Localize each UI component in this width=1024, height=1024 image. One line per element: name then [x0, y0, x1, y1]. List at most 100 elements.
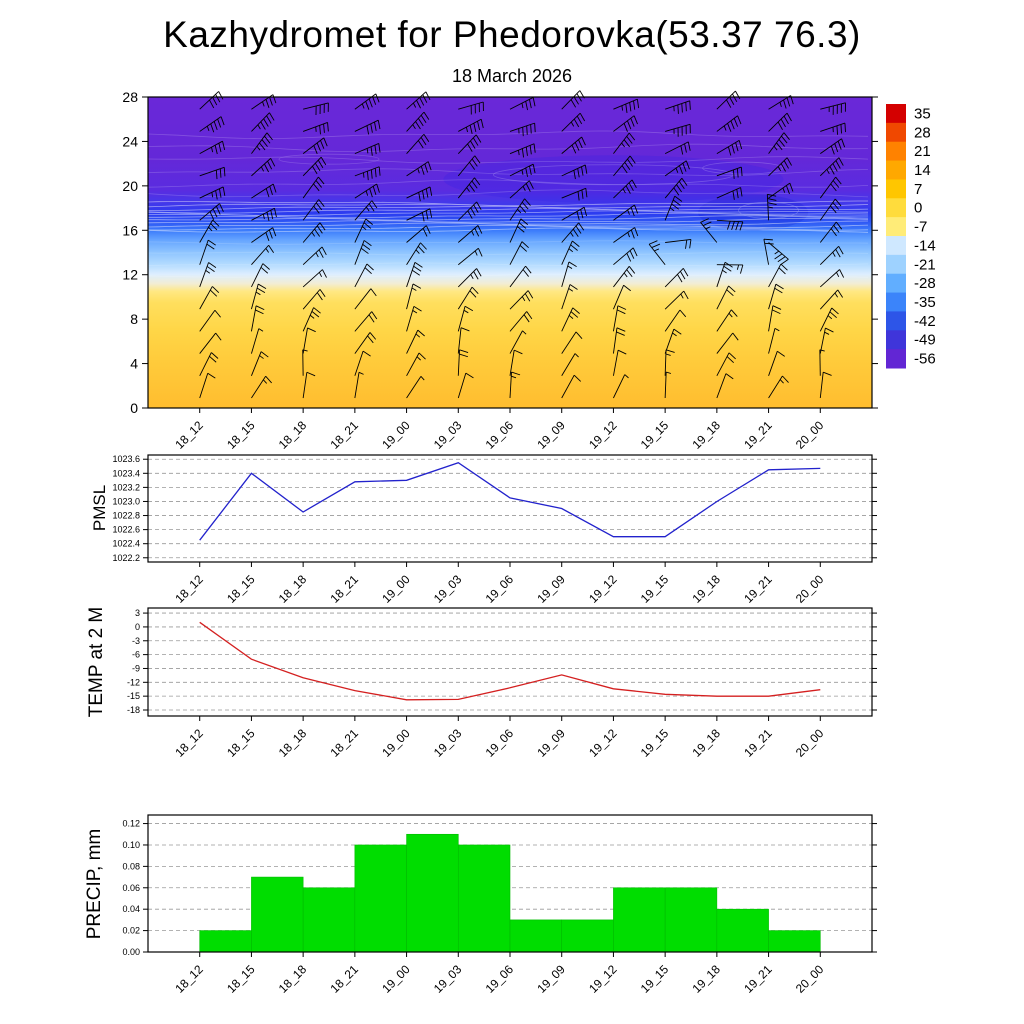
svg-text:18_12: 18_12	[172, 726, 206, 760]
svg-text:19_18: 19_18	[689, 726, 723, 760]
svg-text:18_15: 18_15	[224, 418, 258, 452]
svg-text:0.00: 0.00	[122, 947, 140, 957]
svg-text:18_21: 18_21	[327, 962, 361, 996]
svg-text:19_18: 19_18	[689, 572, 723, 606]
temp-panel-line	[199, 621, 821, 701]
precip-bar	[406, 833, 459, 953]
svg-text:19_12: 19_12	[586, 418, 620, 452]
svg-text:0.04: 0.04	[122, 904, 140, 914]
svg-text:-9: -9	[132, 663, 140, 673]
svg-text:18_12: 18_12	[172, 962, 206, 996]
colorbar-tick-label: 7	[914, 181, 922, 198]
svg-text:18_21: 18_21	[327, 726, 361, 760]
svg-text:19_00: 19_00	[379, 572, 413, 606]
contour-lines	[147, 130, 869, 278]
svg-text:19_15: 19_15	[638, 726, 672, 760]
svg-text:19_09: 19_09	[534, 726, 568, 760]
svg-text:19_00: 19_00	[379, 418, 413, 452]
colorbar-tick-label: -42	[914, 313, 936, 330]
colorbar-tick-label: -21	[914, 256, 936, 273]
svg-text:0.02: 0.02	[122, 926, 140, 936]
svg-text:18_18: 18_18	[276, 418, 310, 452]
svg-text:19_03: 19_03	[431, 572, 465, 606]
svg-text:1023.0: 1023.0	[112, 496, 140, 506]
colorbar-tick-label: 14	[914, 162, 931, 179]
svg-text:18_21: 18_21	[327, 418, 361, 452]
svg-text:18_12: 18_12	[172, 418, 206, 452]
precip-bar	[457, 844, 511, 953]
svg-text:19_03: 19_03	[431, 418, 465, 452]
precip-bar	[716, 908, 769, 953]
svg-text:20_00: 20_00	[793, 572, 827, 606]
svg-text:19_21: 19_21	[741, 726, 775, 760]
svg-text:18_15: 18_15	[224, 572, 258, 606]
svg-text:19_12: 19_12	[586, 726, 620, 760]
precip-bar	[509, 919, 563, 953]
colorbar-tick-label: 21	[914, 143, 931, 160]
svg-text:20_00: 20_00	[793, 962, 827, 996]
svg-text:4: 4	[130, 356, 138, 372]
svg-text:1023.2: 1023.2	[112, 482, 140, 492]
svg-text:18_18: 18_18	[276, 962, 310, 996]
temp-panel: 3 0 -3 -6 -9 -12 -15 -18 18_12 18_15 18_18 18_21 19_…	[127, 607, 877, 760]
x-axis-labels: 18_12 18_15 18_18 18_21 19_00 19_03 19_06 19_09…	[172, 562, 827, 606]
svg-text:-15: -15	[127, 691, 140, 701]
svg-text:19_12: 19_12	[586, 572, 620, 606]
svg-text:19_00: 19_00	[379, 726, 413, 760]
x-axis-labels: 18_12 18_15 18_18 18_21 19_00 19_03 19_06 19_09…	[172, 952, 827, 996]
svg-text:19_21: 19_21	[741, 418, 775, 452]
page-title: Kazhydromet for Phedorovka(53.37 76.3)	[163, 14, 861, 55]
x-axis-labels: 18_12 18_15 18_18 18_21 19_00 19_03 19_06 19_09…	[172, 408, 827, 452]
svg-text:0.10: 0.10	[122, 840, 140, 850]
svg-text:0.08: 0.08	[122, 861, 140, 871]
pmsl-panel-line	[199, 461, 821, 541]
precip-bar	[561, 919, 614, 953]
svg-text:19_03: 19_03	[431, 962, 465, 996]
precip-bar	[768, 930, 821, 953]
x-axis-labels: 18_12 18_15 18_18 18_21 19_00 19_03 19_06 19_09…	[172, 716, 827, 760]
svg-text:18_15: 18_15	[224, 962, 258, 996]
svg-text:8: 8	[130, 311, 138, 327]
svg-text:19_03: 19_03	[431, 726, 465, 760]
colorbar-tick-label: -35	[914, 294, 936, 311]
colorbar-tick-label: -28	[914, 275, 936, 292]
precip-bar	[251, 876, 304, 953]
svg-text:19_21: 19_21	[741, 962, 775, 996]
precip-bar	[613, 887, 666, 953]
svg-text:19_06: 19_06	[483, 418, 517, 452]
svg-text:18_18: 18_18	[276, 572, 310, 606]
svg-text:18_15: 18_15	[224, 726, 258, 760]
precip-bar	[664, 887, 718, 953]
svg-text:19_06: 19_06	[483, 962, 517, 996]
colorbar: 35 28 21 14 7 0 -7-14 -21 -28 -35 -42 -49 -56	[886, 104, 936, 369]
svg-text:0.06: 0.06	[122, 883, 140, 893]
svg-text:-12: -12	[127, 677, 140, 687]
svg-text:0.12: 0.12	[122, 819, 140, 829]
svg-text:19_09: 19_09	[534, 418, 568, 452]
svg-text:19_09: 19_09	[534, 962, 568, 996]
svg-text:19_00: 19_00	[379, 962, 413, 996]
svg-text:19_06: 19_06	[483, 572, 517, 606]
colorbar-tick-label: 0	[914, 200, 922, 217]
svg-text:28: 28	[122, 89, 138, 105]
svg-text:20_00: 20_00	[793, 726, 827, 760]
svg-text:0: 0	[130, 400, 138, 416]
date-subtitle: 18 March 2026	[451, 66, 573, 86]
colorbar-tick-label: 35	[914, 105, 931, 122]
heatmap-panel: 0 4 8 12 16 20 24 28 18_12 18_15 18_18 18_21 19_00 19…	[122, 89, 878, 452]
svg-text:-18: -18	[127, 705, 140, 715]
svg-text:1022.6: 1022.6	[112, 525, 140, 535]
svg-text:19_18: 19_18	[689, 962, 723, 996]
svg-text:20: 20	[122, 178, 138, 194]
svg-text:20_00: 20_00	[793, 418, 827, 452]
svg-text:19_15: 19_15	[638, 418, 672, 452]
svg-text:19_18: 19_18	[689, 418, 723, 452]
colorbar-tick-label: -14	[914, 237, 936, 254]
svg-text:0: 0	[135, 622, 140, 632]
svg-text:-6: -6	[132, 650, 140, 660]
colorbar-tick-label: -56	[914, 351, 936, 368]
colorbar-tick-label: -49	[914, 332, 936, 349]
